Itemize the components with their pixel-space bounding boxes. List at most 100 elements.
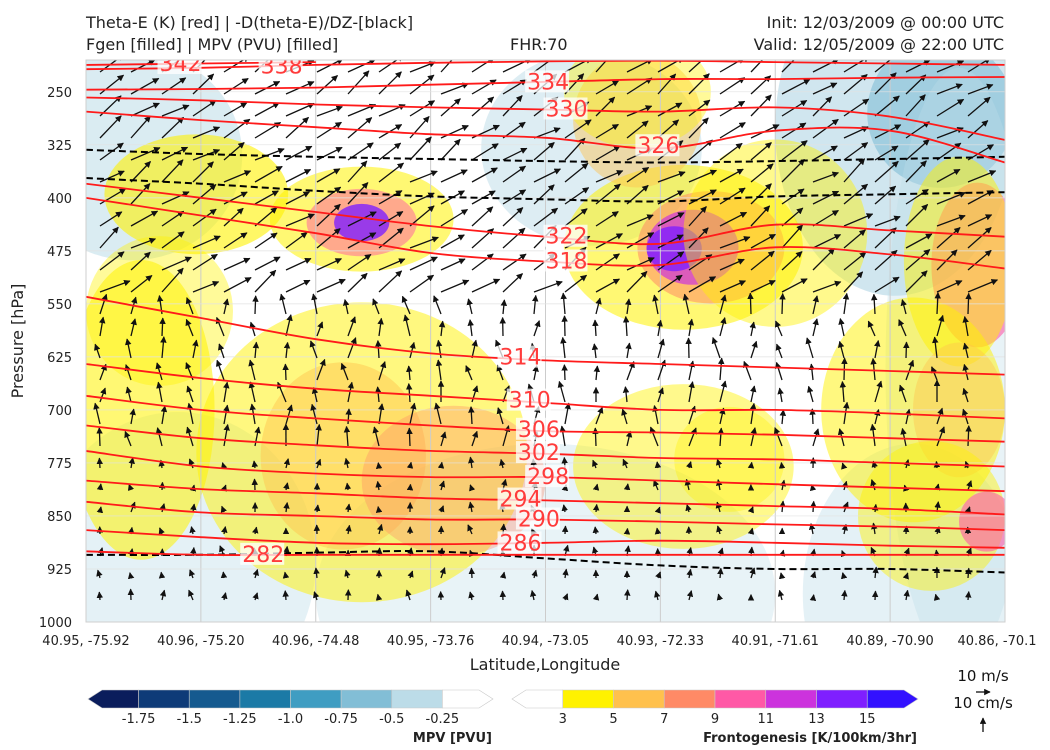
wind-arrow [405, 383, 413, 403]
wind-arrow [934, 291, 941, 315]
wind-arrow [808, 363, 816, 381]
wind-arrow [656, 319, 663, 337]
wind-arrow [936, 191, 966, 205]
wind-arrow [595, 297, 602, 315]
colorbar-swatch [562, 689, 614, 709]
wind-arrow [223, 77, 249, 95]
x-tick-label: 40.91, -71.61 [732, 634, 819, 649]
wind-arrow [749, 402, 757, 425]
wind-arrow [160, 336, 167, 359]
wind-arrow [409, 341, 416, 359]
wind-arrow [130, 102, 160, 117]
wind-arrow [468, 567, 476, 579]
theta-e-label-bg [497, 531, 542, 554]
theta-e-label: 310 [509, 389, 551, 414]
wind-arrow [316, 121, 342, 139]
wind-arrow [781, 122, 807, 139]
wind-arrow [841, 462, 848, 470]
wind-arrow [502, 207, 524, 227]
wind-arrow [316, 321, 324, 337]
colorbar-tick: 5 [609, 712, 617, 727]
wind-arrow [874, 145, 899, 161]
wind-arrow [378, 71, 402, 95]
colorbar-swatch [290, 689, 342, 709]
wind-arrow [377, 403, 385, 425]
wind-arrow [375, 340, 382, 359]
wind-arrow [378, 258, 406, 271]
wind-arrow [688, 117, 709, 139]
wind-arrow [409, 192, 435, 205]
wind-arrow [347, 182, 369, 205]
wind-arrow [530, 589, 537, 601]
wind-arrow [347, 316, 357, 337]
wind-arrow [189, 526, 196, 535]
wind-arrow [622, 386, 630, 403]
wind-arrow [716, 593, 724, 601]
colorbar-tick: -1.75 [122, 712, 156, 727]
wind-arrow [874, 72, 897, 95]
wind-arrow [688, 276, 717, 293]
colorbar-tick: 7 [660, 712, 668, 727]
wind-arrow [905, 139, 930, 161]
wind-arrow [750, 385, 757, 403]
wind-arrow [781, 140, 808, 161]
wind-arrow [407, 570, 414, 579]
colorbar-tick: -1.0 [278, 712, 303, 727]
wind-arrow [687, 318, 695, 337]
wind-arrow [344, 482, 352, 491]
colorbar-tick: -0.5 [379, 712, 404, 727]
wind-arrow [403, 314, 411, 337]
wind-arrow [99, 226, 119, 249]
wind-arrow [409, 274, 435, 293]
wind-arrow [781, 224, 804, 249]
wind-arrow [595, 406, 604, 425]
wind-arrow [716, 525, 723, 535]
wind-arrow [401, 295, 411, 315]
wind-arrow [595, 211, 619, 227]
wind-arrow [719, 142, 743, 161]
wind-arrow [409, 116, 430, 139]
wind-arrow [99, 293, 108, 315]
wind-arrow [625, 430, 633, 447]
theta-e-label: 314 [500, 346, 542, 371]
colorbar-swatch [511, 689, 564, 709]
wind-arrow [715, 479, 723, 491]
stability-contour [86, 177, 1005, 203]
wind-arrow [502, 95, 523, 117]
wind-arrow [870, 357, 877, 381]
wind-arrow [375, 480, 382, 491]
wind-arrow [654, 461, 662, 469]
wind-arrow [621, 408, 628, 425]
wind-arrow [592, 427, 599, 447]
wind-arrow [160, 405, 168, 425]
theta-e-label: 302 [518, 441, 560, 466]
wind-arrow [155, 427, 163, 447]
theta-e-label-bg [515, 441, 560, 464]
wind-arrow [649, 426, 659, 447]
theta-e-label: 318 [546, 249, 588, 274]
wind-arrow [592, 483, 600, 491]
wind-arrow [962, 387, 969, 403]
wind-arrow [967, 170, 997, 183]
theta-e-label-bg [157, 60, 202, 75]
wind-arrow [657, 102, 683, 117]
wind-arrow [440, 82, 470, 95]
plot-frame [85, 59, 1006, 623]
y-tick-label: 775 [47, 457, 72, 472]
wind-arrow [161, 77, 187, 95]
wind-arrow [779, 292, 786, 315]
wind-arrow [99, 170, 125, 183]
wind-arrow [190, 503, 197, 513]
wind-arrow [653, 479, 660, 491]
wind-arrow [188, 589, 195, 601]
wind-arrow [843, 60, 870, 73]
wind-arrow [124, 364, 132, 381]
y-axis-label: Pressure [hPa] [8, 284, 27, 399]
y-tick-label: 400 [47, 192, 72, 207]
wind-arrow [471, 385, 479, 403]
wind-arrow [130, 161, 151, 183]
wind-arrow [316, 203, 341, 227]
wind-arrow [905, 204, 929, 227]
y-tick-label: 625 [47, 351, 72, 366]
wind-arrow [129, 408, 136, 425]
